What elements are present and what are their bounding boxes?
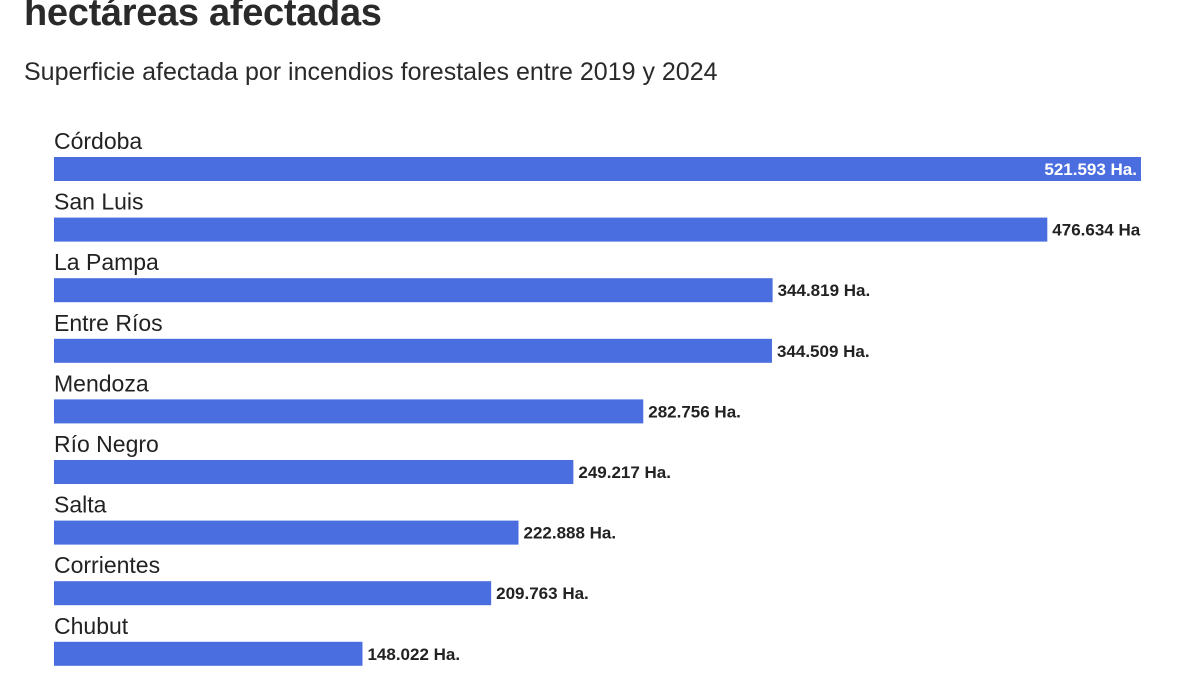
value-label: 222.888 Ha. — [523, 524, 616, 543]
value-label: 344.509 Ha. — [777, 342, 870, 361]
bar — [54, 157, 1141, 181]
bar — [54, 338, 772, 363]
bar — [54, 399, 644, 424]
bar — [54, 217, 1048, 242]
category-label: Río Negro — [54, 431, 159, 457]
category-label: San Luis — [54, 189, 144, 215]
value-label: 282.756 Ha. — [648, 402, 741, 421]
bar — [54, 641, 363, 666]
chart-subtitle: Superficie afectada por incendios forest… — [24, 58, 718, 86]
value-label: 476.634 Ha. — [1052, 221, 1145, 240]
bar — [54, 460, 574, 484]
value-label: 148.022 Ha. — [367, 645, 460, 664]
value-label: 521.593 Ha. — [1044, 160, 1137, 179]
category-label: La Pampa — [54, 249, 159, 275]
bar — [54, 581, 492, 606]
bar — [54, 278, 773, 303]
category-label: Mendoza — [54, 370, 149, 396]
value-label: 209.763 Ha. — [496, 584, 589, 603]
chart-title: hectáreas afectadas — [24, 0, 382, 34]
category-label: Córdoba — [54, 128, 142, 154]
bar — [54, 520, 519, 545]
value-label: 344.819 Ha. — [778, 281, 871, 300]
category-label: Chubut — [54, 613, 129, 639]
category-label: Corrientes — [54, 552, 160, 578]
category-label: Salta — [54, 492, 107, 518]
category-label: Entre Ríos — [54, 310, 163, 336]
value-label: 249.217 Ha. — [578, 463, 671, 482]
